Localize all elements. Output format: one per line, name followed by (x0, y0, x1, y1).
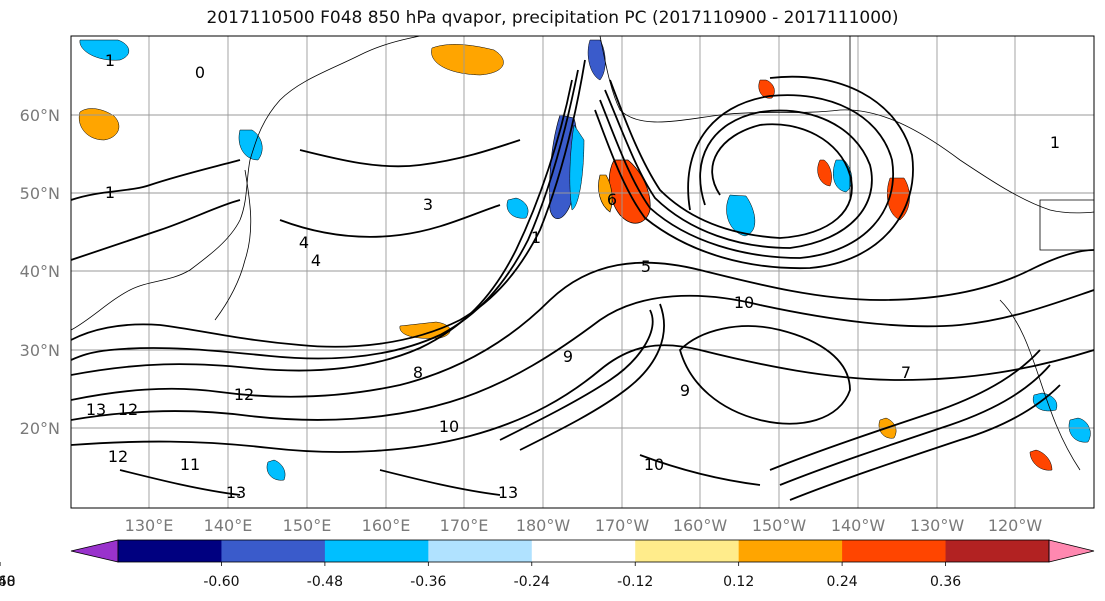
lon-tick-label: 140°E (204, 516, 253, 535)
latitude-labels: 60°N 50°N 40°N 30°N 20°N (20, 106, 60, 438)
lon-tick-label: 150°E (283, 516, 332, 535)
patch-lightblue (1068, 417, 1091, 443)
contour-label: 9 (563, 347, 573, 366)
patch-orange (1029, 449, 1053, 471)
colorbar-tick-label: -0.12 (617, 574, 653, 590)
contour-label: 13 (86, 400, 106, 419)
lat-tick-label: 60°N (20, 106, 60, 125)
contour-label: 1 (105, 51, 115, 70)
contour-label: 9 (680, 381, 690, 400)
patch-lightblue (1032, 392, 1058, 412)
lat-tick-label: 40°N (20, 262, 60, 281)
lat-tick-label: 20°N (20, 419, 60, 438)
colorbar-segment (531, 540, 636, 562)
contour-label: 1 (531, 228, 541, 247)
contour-label: 4 (299, 233, 309, 252)
colorbar (70, 539, 1095, 563)
colorbar-segment (738, 540, 843, 562)
lon-tick-label: 160°W (673, 516, 728, 535)
colorbar-segment (221, 540, 326, 562)
contour-label: 13 (498, 483, 518, 502)
contour-label: 7 (901, 363, 911, 382)
colorbar-segment (428, 540, 533, 562)
colorbar-tick-label: 0.24 (827, 574, 858, 590)
lon-tick-label: 130°W (910, 516, 965, 535)
colorbar-tick-label: 0.60 (0, 574, 16, 590)
colorbar-tick-label: -0.48 (307, 574, 343, 590)
lon-tick-label: 150°W (752, 516, 807, 535)
plot-title: 2017110500 F048 850 hPa qvapor, precipit… (206, 8, 899, 28)
map-panel (71, 36, 1094, 508)
contour-label: 5 (641, 257, 651, 276)
lon-tick-label: 160°E (362, 516, 411, 535)
patch-orange (758, 79, 775, 99)
colorbar-tick-label: -0.60 (203, 574, 239, 590)
patch-lightblue (506, 197, 529, 219)
lon-tick-label: 140°W (831, 516, 886, 535)
contour-label: 11 (180, 455, 200, 474)
lon-tick-label: 180°W (516, 516, 571, 535)
graticule (71, 36, 1094, 508)
contour-label: 3 (423, 195, 433, 214)
contour-label: 6 (607, 190, 617, 209)
contour-label: 8 (413, 363, 423, 382)
lat-tick-label: 50°N (20, 184, 60, 203)
colorbar-tick-label: 0.48 (0, 574, 16, 590)
patch-lightblue (266, 459, 286, 481)
patch-orange (817, 159, 832, 187)
contour-label: 4 (311, 251, 321, 270)
colorbar-labels: -0.60 -0.48 -0.36 -0.24 -0.12 0.12 0.24 0.36 0.4… (0, 562, 961, 590)
lat-tick-label: 30°N (20, 341, 60, 360)
patch-lightblue (569, 124, 585, 211)
colorbar-segment (324, 540, 429, 562)
colorbar-tick-label: 0.12 (723, 574, 754, 590)
contour-label: 10 (439, 417, 459, 436)
colorbar-extension-low (70, 539, 119, 563)
contour-label: 12 (118, 400, 138, 419)
contour-label: 10 (734, 293, 754, 312)
contour-label: 13 (226, 483, 246, 502)
contour-label: 0 (195, 63, 205, 82)
colorbar-extension-high (1048, 539, 1095, 563)
longitude-labels: 130°E 140°E 150°E 160°E 170°E 180°W 170°W 160°W… (125, 516, 1043, 535)
contour-label: 12 (234, 385, 254, 404)
patch-lightblue (238, 129, 263, 161)
lon-tick-label: 120°W (988, 516, 1043, 535)
colorbar-segment (842, 540, 947, 562)
patch-orange (431, 44, 504, 76)
colorbar-segment (118, 540, 222, 562)
colorbar-outline (117, 539, 1050, 563)
qvapor-contours (71, 59, 1094, 501)
colorbar-tick-label: -0.24 (514, 574, 550, 590)
contour-label: 12 (108, 447, 128, 466)
lon-tick-label: 130°E (125, 516, 174, 535)
colorbar-segment (635, 540, 740, 562)
colorbar-tick-label: -0.36 (410, 574, 446, 590)
map-frame (70, 35, 1095, 509)
patch-lightblue (726, 194, 756, 237)
colorbar-tick-label: 0.36 (930, 574, 961, 590)
patch-blue (79, 39, 129, 61)
contour-label: 1 (1050, 133, 1060, 152)
patch-orange (78, 108, 120, 141)
lon-tick-label: 170°W (595, 516, 650, 535)
lon-tick-label: 170°E (440, 516, 489, 535)
patch-blue (587, 39, 606, 81)
contour-label: 1 (105, 183, 115, 202)
patch-orange (598, 174, 613, 213)
contour-label: 10 (644, 455, 664, 474)
colorbar-segment (945, 540, 1050, 562)
